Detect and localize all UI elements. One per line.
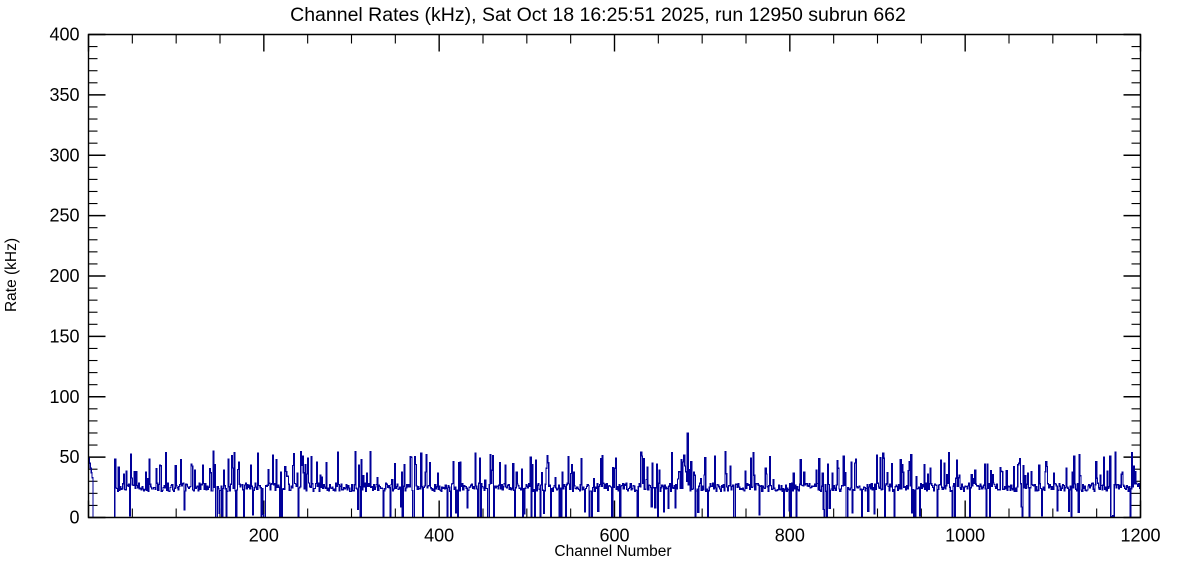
y-tick-label: 350 (49, 85, 79, 105)
y-axis-ticks (88, 33, 1141, 519)
x-tick-label: 400 (424, 526, 454, 546)
plot-frame (87, 33, 1142, 519)
y-tick-label: 150 (49, 326, 79, 346)
x-axis-ticks (87, 34, 1142, 518)
x-axis-title: Channel Number (554, 543, 671, 560)
y-tick-label: 400 (49, 25, 79, 45)
x-tick-label: 600 (599, 526, 629, 546)
x-tick-label: 800 (775, 526, 805, 546)
y-tick-label: 100 (49, 387, 79, 407)
x-tick-label: 200 (249, 526, 279, 546)
y-tick-label: 0 (69, 508, 79, 528)
y-axis-title: Rate (kHz) (3, 238, 20, 312)
x-axis-tick-labels: 200 400 600 800 1000 1200 (249, 526, 1161, 546)
y-tick-label: 300 (49, 145, 79, 165)
x-tick-label: 1000 (945, 526, 985, 546)
y-axis-tick-labels: 0 50 100 150 200 250 300 350 400 (49, 25, 79, 528)
y-tick-label: 50 (59, 447, 79, 467)
x-tick-label: 1200 (1120, 526, 1160, 546)
page-title: Channel Rates (kHz), Sat Oct 18 16:25:51… (290, 4, 906, 26)
y-tick-label: 200 (49, 266, 79, 286)
y-tick-label: 250 (49, 206, 79, 226)
